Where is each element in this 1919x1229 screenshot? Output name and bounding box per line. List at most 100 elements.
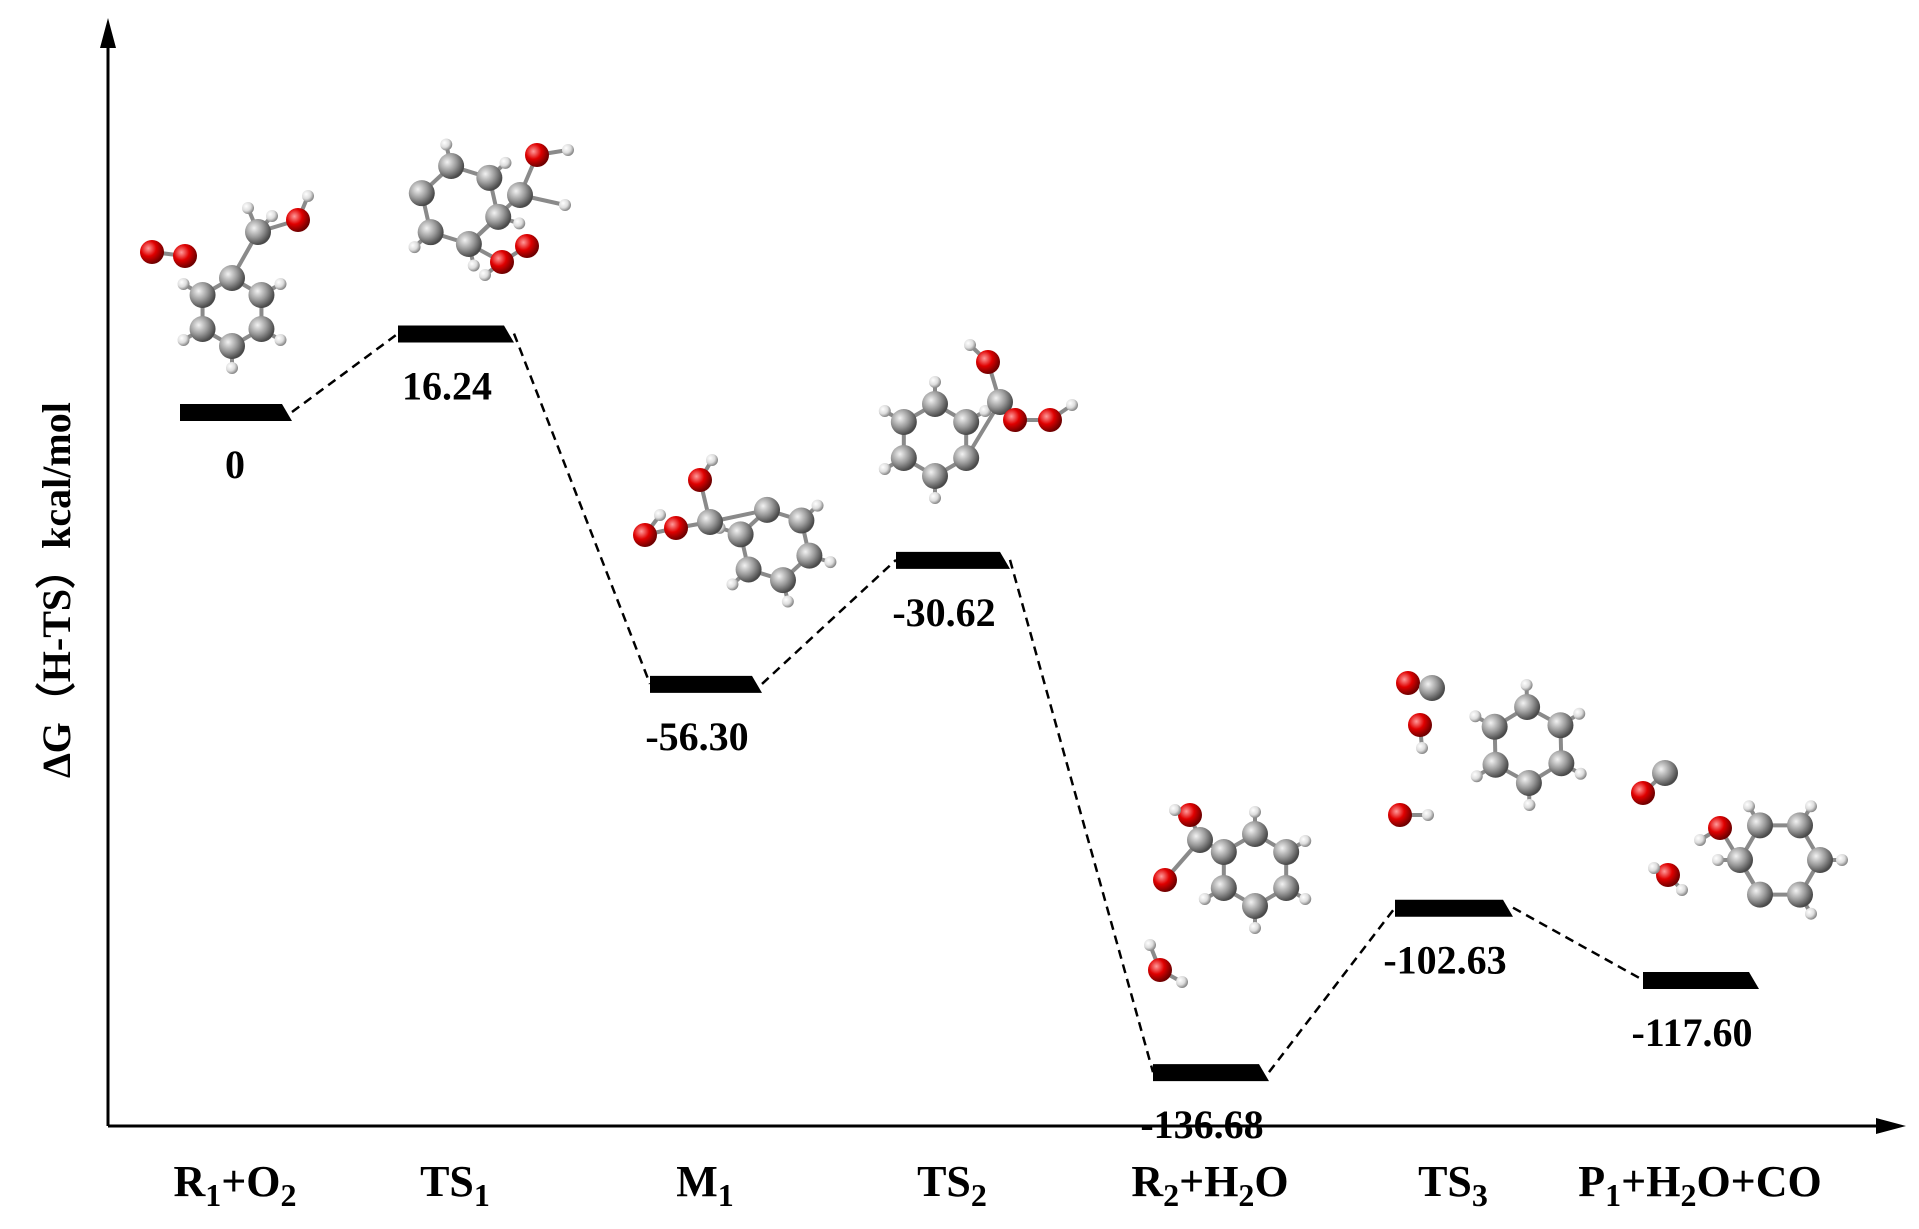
hydrogen-atom <box>274 334 287 346</box>
value-labels: 0 16.24 -56.30 -30.62 -136.68 -102.63 -117.60 <box>225 364 1753 1148</box>
connector-5 <box>1512 906 1644 982</box>
carbon-atom <box>1514 694 1541 721</box>
value-label-5: -102.63 <box>1383 938 1506 983</box>
hydrogen-atom <box>408 241 421 254</box>
value-label-3: -30.62 <box>892 590 995 635</box>
carbon-atom <box>1242 821 1268 847</box>
molecule-1 <box>408 138 574 281</box>
hydrogen-atom <box>499 156 512 169</box>
hydrogen-atom <box>467 259 480 272</box>
oxygen-atom <box>173 244 197 268</box>
oxygen-atom <box>1396 671 1420 695</box>
oxygen-atom <box>664 516 688 540</box>
carbon-atom <box>1210 839 1237 865</box>
energy-level-4 <box>1153 1064 1269 1082</box>
hydrogen-atom <box>177 278 190 290</box>
oxygen-atom <box>1388 803 1412 827</box>
carbon-atom <box>1787 881 1813 908</box>
hydrogen-atom <box>1805 800 1817 813</box>
carbon-atom <box>890 409 917 435</box>
carbon-atom <box>248 316 275 342</box>
oxygen-atom <box>1148 958 1172 982</box>
category-label-0: R1+O2 <box>173 1157 296 1213</box>
carbon-atom <box>189 282 216 308</box>
carbon-atom <box>953 409 980 435</box>
oxygen-atom <box>688 468 712 492</box>
carbon-atom <box>769 567 796 594</box>
hydrogen-atom <box>1694 834 1706 846</box>
carbon-atom <box>735 556 762 583</box>
hydrogen-atom <box>824 556 837 569</box>
hydrogen-atom <box>1176 976 1188 988</box>
carbon-atom <box>485 203 512 230</box>
carbon-atom <box>953 445 980 471</box>
energy-level-5 <box>1395 899 1513 917</box>
carbon-atom <box>1482 751 1509 778</box>
carbon-atom <box>1187 827 1213 853</box>
carbon-atom <box>1807 847 1833 873</box>
hydrogen-atom <box>226 362 238 374</box>
hydrogen-atom <box>964 339 976 351</box>
carbon-atom <box>189 316 216 342</box>
hydrogen-atom <box>1469 710 1482 723</box>
connector-4 <box>1268 906 1396 1073</box>
molecule-4 <box>1144 803 1312 988</box>
carbon-atom <box>697 509 723 535</box>
oxygen-atom <box>1038 408 1062 432</box>
category-label-4: R2+H2O <box>1131 1157 1288 1213</box>
hydrogen-atom <box>1416 742 1428 754</box>
hydrogen-atom <box>559 199 571 211</box>
oxygen-atom <box>1708 816 1732 840</box>
carbon-atom <box>438 152 465 179</box>
value-label-6: -117.60 <box>1631 1010 1752 1055</box>
energy-level-0 <box>180 404 292 421</box>
oxygen-atom <box>1656 863 1680 887</box>
hydrogen-atom <box>177 334 190 346</box>
oxygen-atom <box>633 523 657 547</box>
carbon-atom <box>1273 875 1300 901</box>
carbon-atom <box>1273 839 1300 865</box>
category-label-2: M1 <box>676 1157 734 1213</box>
category-label-5: TS3 <box>1418 1157 1488 1213</box>
hydrogen-atom <box>1676 884 1688 896</box>
hydrogen-atom <box>1299 835 1312 847</box>
oxygen-atom <box>1408 713 1432 737</box>
carbon-atom <box>987 389 1013 415</box>
molecule-5 <box>1388 671 1587 827</box>
y-axis-label: ∆G（H-TS）kcal/mol <box>34 402 79 778</box>
hydrogen-atom <box>1066 399 1078 411</box>
carbon-atom <box>455 231 482 258</box>
carbon-atom <box>1652 760 1678 786</box>
y-axis-arrow <box>100 18 116 48</box>
category-label-6: P1+H2O+CO <box>1578 1157 1821 1213</box>
hydrogen-atom <box>706 454 718 466</box>
oxygen-atom <box>1631 781 1655 805</box>
hydrogen-atom <box>1249 922 1261 934</box>
carbon-atom <box>1547 712 1574 739</box>
carbon-atom <box>1548 750 1575 777</box>
molecule-structures <box>140 138 1848 988</box>
molecule-6 <box>1631 760 1848 920</box>
connector-3 <box>1008 559 1155 1073</box>
energy-level-6 <box>1643 972 1759 990</box>
hydrogen-atom <box>811 499 824 512</box>
value-label-4: -136.68 <box>1140 1102 1263 1147</box>
hydrogen-atom <box>781 595 794 608</box>
carbon-atom <box>245 219 271 245</box>
category-labels: R1+O2 TS1 M1 TS2 R2+H2O TS3 P1+H2O+CO <box>173 1157 1821 1213</box>
hydrogen-atom <box>1712 854 1724 866</box>
hydrogen-atom <box>654 509 666 521</box>
molecule-2 <box>633 454 837 608</box>
hydrogen-atom <box>979 405 992 417</box>
carbon-atom <box>796 542 823 569</box>
category-label-3: TS2 <box>917 1157 987 1213</box>
carbon-atom <box>727 521 754 548</box>
hydrogen-atom <box>440 138 453 151</box>
hydrogen-atom <box>1422 809 1434 821</box>
carbon-atom <box>1481 713 1508 740</box>
hydrogen-atom <box>562 144 574 156</box>
carbon-atom <box>1727 847 1753 873</box>
hydrogen-atom <box>242 202 254 214</box>
hydrogen-atom <box>266 210 278 222</box>
